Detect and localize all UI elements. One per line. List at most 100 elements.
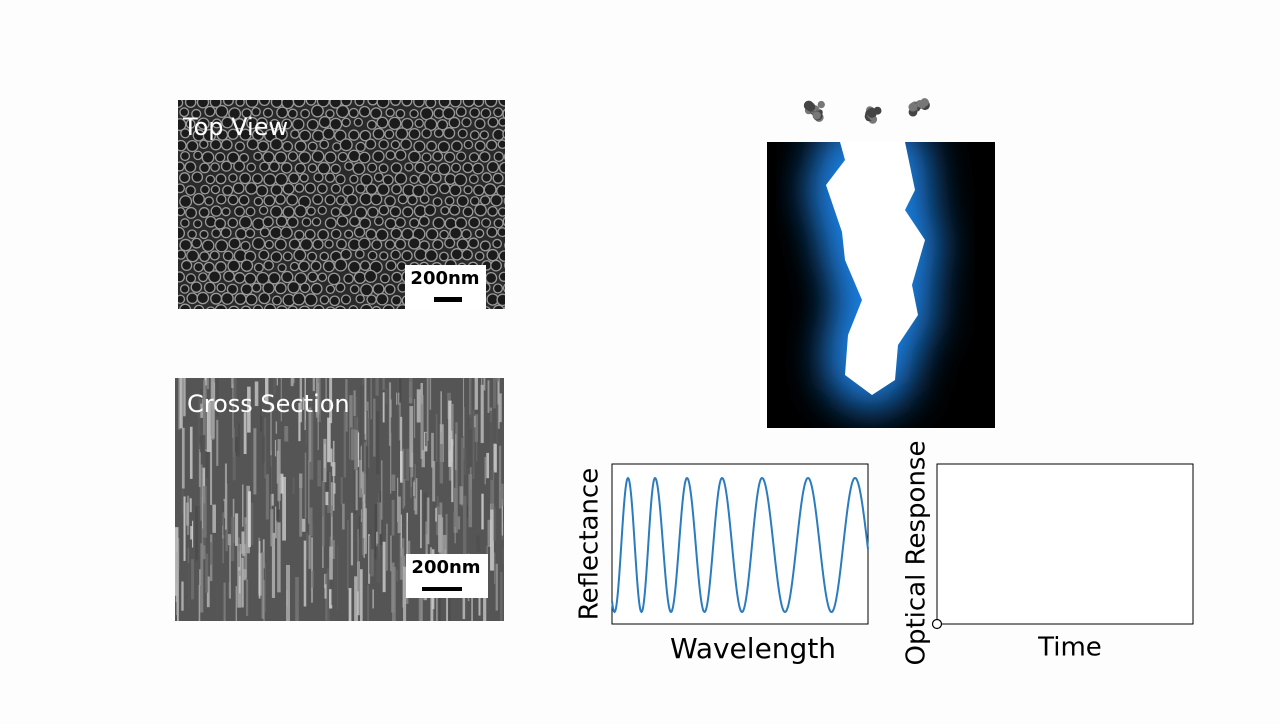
texture — [484, 100, 498, 108]
texture — [294, 162, 306, 174]
texture — [498, 250, 505, 262]
texture — [420, 382, 423, 405]
texture — [424, 204, 437, 217]
texture — [178, 183, 185, 194]
texture — [220, 227, 232, 239]
texture — [178, 100, 184, 108]
texture — [303, 540, 307, 607]
texture — [178, 206, 186, 217]
texture — [498, 161, 505, 174]
cross-section-image — [175, 378, 504, 621]
texture — [274, 238, 287, 251]
texture — [313, 172, 324, 183]
texture — [189, 498, 192, 513]
texture — [334, 129, 347, 142]
texture — [251, 128, 265, 142]
texture — [390, 535, 392, 572]
texture — [235, 437, 238, 456]
texture — [380, 460, 383, 520]
texture — [408, 127, 421, 141]
texture — [201, 239, 215, 253]
texture — [451, 403, 454, 446]
texture — [238, 152, 250, 164]
texture — [246, 162, 257, 173]
texture — [480, 384, 484, 444]
texture — [274, 172, 288, 187]
texture — [439, 229, 449, 240]
texture — [366, 119, 377, 130]
texture — [214, 261, 227, 273]
texture — [339, 204, 353, 217]
texture — [325, 284, 336, 295]
texture — [264, 562, 266, 613]
texture — [394, 216, 406, 229]
texture — [231, 516, 235, 562]
texture — [308, 407, 312, 462]
texture — [193, 219, 203, 229]
texture — [365, 183, 378, 196]
texture — [211, 118, 222, 129]
texture — [304, 182, 316, 194]
texture — [294, 229, 305, 241]
texture — [448, 400, 452, 467]
texture — [480, 107, 492, 119]
texture — [340, 248, 352, 261]
texture — [354, 417, 358, 470]
texture — [270, 493, 274, 506]
texture — [461, 437, 464, 507]
texture — [193, 261, 204, 273]
texture — [270, 509, 274, 547]
texture — [270, 455, 272, 495]
texture — [331, 540, 335, 559]
texture — [469, 467, 472, 490]
texture — [368, 418, 370, 469]
texture — [364, 508, 367, 554]
texture — [493, 218, 504, 229]
texture — [502, 128, 505, 140]
texture — [397, 496, 401, 534]
texture — [364, 269, 378, 283]
texture — [372, 589, 374, 609]
texture — [455, 106, 467, 118]
texture — [391, 562, 395, 613]
texture — [413, 398, 416, 438]
texture — [457, 128, 468, 139]
texture — [233, 272, 246, 284]
texture — [503, 153, 505, 161]
texture — [407, 237, 421, 250]
texture — [401, 250, 413, 262]
texture — [345, 379, 348, 432]
texture — [210, 138, 222, 151]
texture — [496, 184, 505, 197]
texture — [321, 481, 325, 547]
texture — [437, 162, 451, 176]
texture — [205, 430, 209, 478]
texture — [504, 242, 505, 249]
texture — [343, 273, 354, 285]
texture — [330, 505, 333, 517]
texture — [195, 505, 199, 561]
texture — [495, 404, 499, 445]
texture — [251, 282, 262, 293]
texture — [352, 162, 366, 176]
texture — [263, 580, 265, 621]
texture — [497, 207, 505, 217]
texture — [363, 494, 365, 558]
texture — [324, 584, 327, 599]
texture — [432, 216, 446, 230]
texture — [239, 128, 252, 141]
texture — [439, 182, 451, 195]
texture — [178, 161, 185, 172]
texture — [327, 272, 341, 286]
texture — [276, 483, 279, 521]
texture — [373, 398, 376, 457]
texture — [205, 174, 216, 185]
texture — [306, 251, 318, 262]
texture — [220, 160, 233, 172]
texture — [322, 260, 335, 273]
texture — [181, 427, 185, 489]
texture — [394, 149, 407, 161]
texture — [187, 548, 190, 564]
texture — [438, 251, 449, 262]
texture — [277, 263, 287, 273]
